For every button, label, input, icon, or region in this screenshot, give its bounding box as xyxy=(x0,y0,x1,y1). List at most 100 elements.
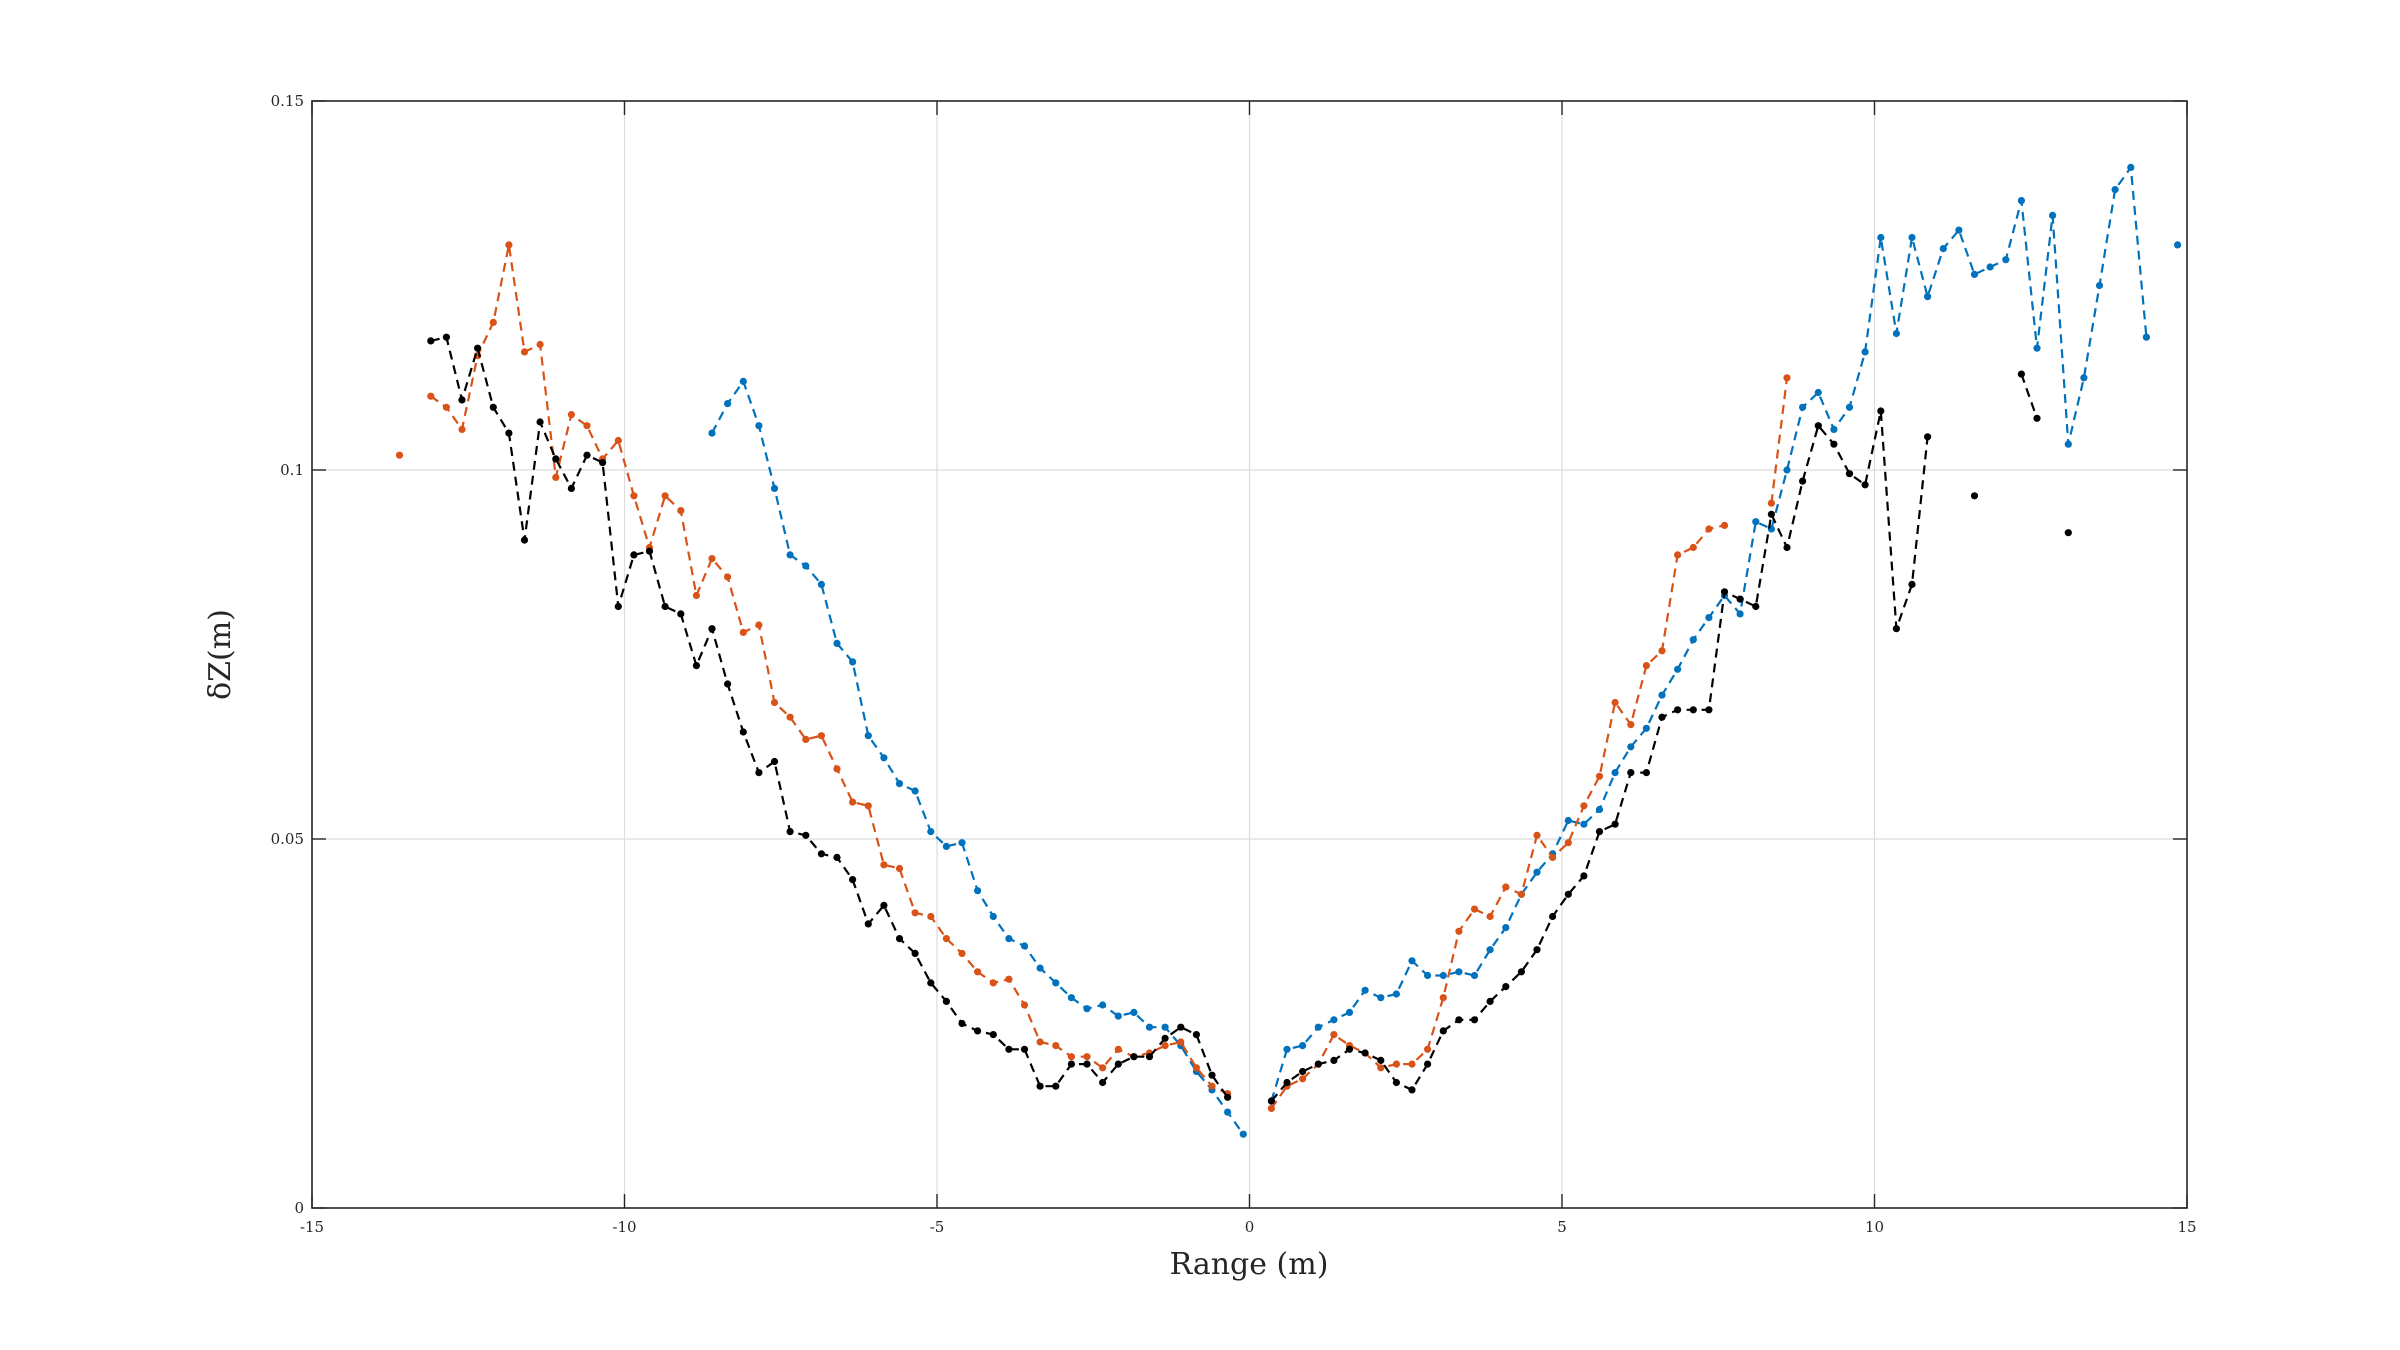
data-point xyxy=(1658,691,1666,699)
series-line xyxy=(2020,373,2039,419)
data-point xyxy=(1611,769,1619,777)
data-point xyxy=(1020,942,1029,950)
data-point xyxy=(1689,636,1697,644)
data-point xyxy=(1377,1056,1385,1064)
data-point xyxy=(2142,333,2150,341)
data-point xyxy=(708,429,716,437)
data-point xyxy=(599,459,607,467)
data-point xyxy=(1580,820,1588,828)
data-point xyxy=(2095,281,2104,290)
data-point xyxy=(1345,1045,1354,1053)
data-point xyxy=(1767,510,1775,518)
data-point xyxy=(552,455,560,463)
data-point xyxy=(1595,805,1604,814)
data-point xyxy=(1908,580,1916,589)
x-tick-label: 15 xyxy=(2177,1218,2196,1236)
data-point xyxy=(1549,912,1557,921)
data-point xyxy=(614,436,622,445)
data-point xyxy=(2033,414,2041,422)
data-point xyxy=(1267,1104,1275,1112)
data-point xyxy=(1314,1023,1322,1031)
data-point xyxy=(1099,1001,1107,1009)
data-point xyxy=(1114,1045,1122,1053)
data-point xyxy=(1627,769,1635,777)
data-point xyxy=(786,828,794,836)
data-point xyxy=(1674,706,1682,714)
data-point xyxy=(1783,374,1791,382)
data-point xyxy=(1052,979,1060,987)
data-point xyxy=(849,658,857,666)
data-point xyxy=(1439,971,1447,980)
data-point xyxy=(817,580,826,589)
data-point xyxy=(1099,1064,1107,1072)
y-tick-label: 0.05 xyxy=(271,830,304,848)
data-point xyxy=(1892,625,1900,633)
data-point xyxy=(974,968,982,976)
series-line xyxy=(430,244,1229,1095)
data-point xyxy=(724,680,732,688)
data-point xyxy=(2080,374,2088,382)
data-point xyxy=(536,340,544,349)
data-point xyxy=(770,484,779,492)
data-point xyxy=(1130,1008,1138,1017)
data-point xyxy=(833,853,841,862)
data-point xyxy=(1486,912,1494,921)
data-point xyxy=(1424,1060,1432,1068)
data-point xyxy=(895,780,904,788)
data-point xyxy=(583,422,591,430)
data-point xyxy=(1330,1031,1338,1039)
data-point xyxy=(1067,994,1075,1002)
data-point xyxy=(1361,986,1369,994)
data-point xyxy=(770,698,779,707)
data-point xyxy=(1595,828,1604,836)
data-point xyxy=(927,828,935,836)
data-point xyxy=(880,861,888,869)
data-point xyxy=(911,787,919,795)
data-point xyxy=(1705,706,1713,714)
data-point xyxy=(958,1019,966,1028)
data-point xyxy=(489,403,497,411)
data-point xyxy=(427,392,435,400)
data-point xyxy=(1192,1031,1200,1039)
data-point xyxy=(1970,492,1979,500)
data-point xyxy=(1439,994,1447,1002)
data-point xyxy=(1736,595,1744,603)
data-point xyxy=(739,628,747,637)
data-point xyxy=(1674,665,1682,673)
data-point xyxy=(1470,905,1479,913)
data-point xyxy=(1161,1034,1169,1042)
data-point xyxy=(1161,1042,1169,1050)
data-point xyxy=(880,754,888,762)
data-point xyxy=(755,621,763,629)
data-point xyxy=(1658,713,1666,721)
data-point xyxy=(1020,1045,1029,1053)
data-point xyxy=(1877,233,1885,242)
data-point xyxy=(1330,1056,1338,1064)
data-point xyxy=(958,949,966,958)
data-point xyxy=(1486,997,1494,1006)
data-point xyxy=(1083,1005,1091,1013)
data-point xyxy=(583,451,591,459)
data-point xyxy=(1361,1049,1369,1057)
series-2 xyxy=(395,241,1791,1112)
data-point xyxy=(2049,211,2057,219)
data-point xyxy=(1642,724,1650,732)
data-point xyxy=(1145,1053,1154,1061)
data-point xyxy=(458,396,466,404)
data-point xyxy=(1767,499,1775,507)
data-point xyxy=(974,1027,982,1035)
data-point xyxy=(2111,186,2119,194)
data-point xyxy=(786,713,794,721)
data-point xyxy=(1627,743,1635,751)
data-point xyxy=(1533,831,1541,839)
data-point xyxy=(2017,370,2025,378)
data-point xyxy=(489,318,497,326)
data-point xyxy=(1705,614,1713,622)
data-point xyxy=(1783,466,1791,474)
data-point xyxy=(567,484,576,492)
y-axis-label: δZ(m) xyxy=(203,609,238,700)
data-point xyxy=(677,507,685,515)
data-point xyxy=(1533,946,1541,954)
data-point xyxy=(427,337,435,345)
data-point xyxy=(1114,1060,1122,1068)
